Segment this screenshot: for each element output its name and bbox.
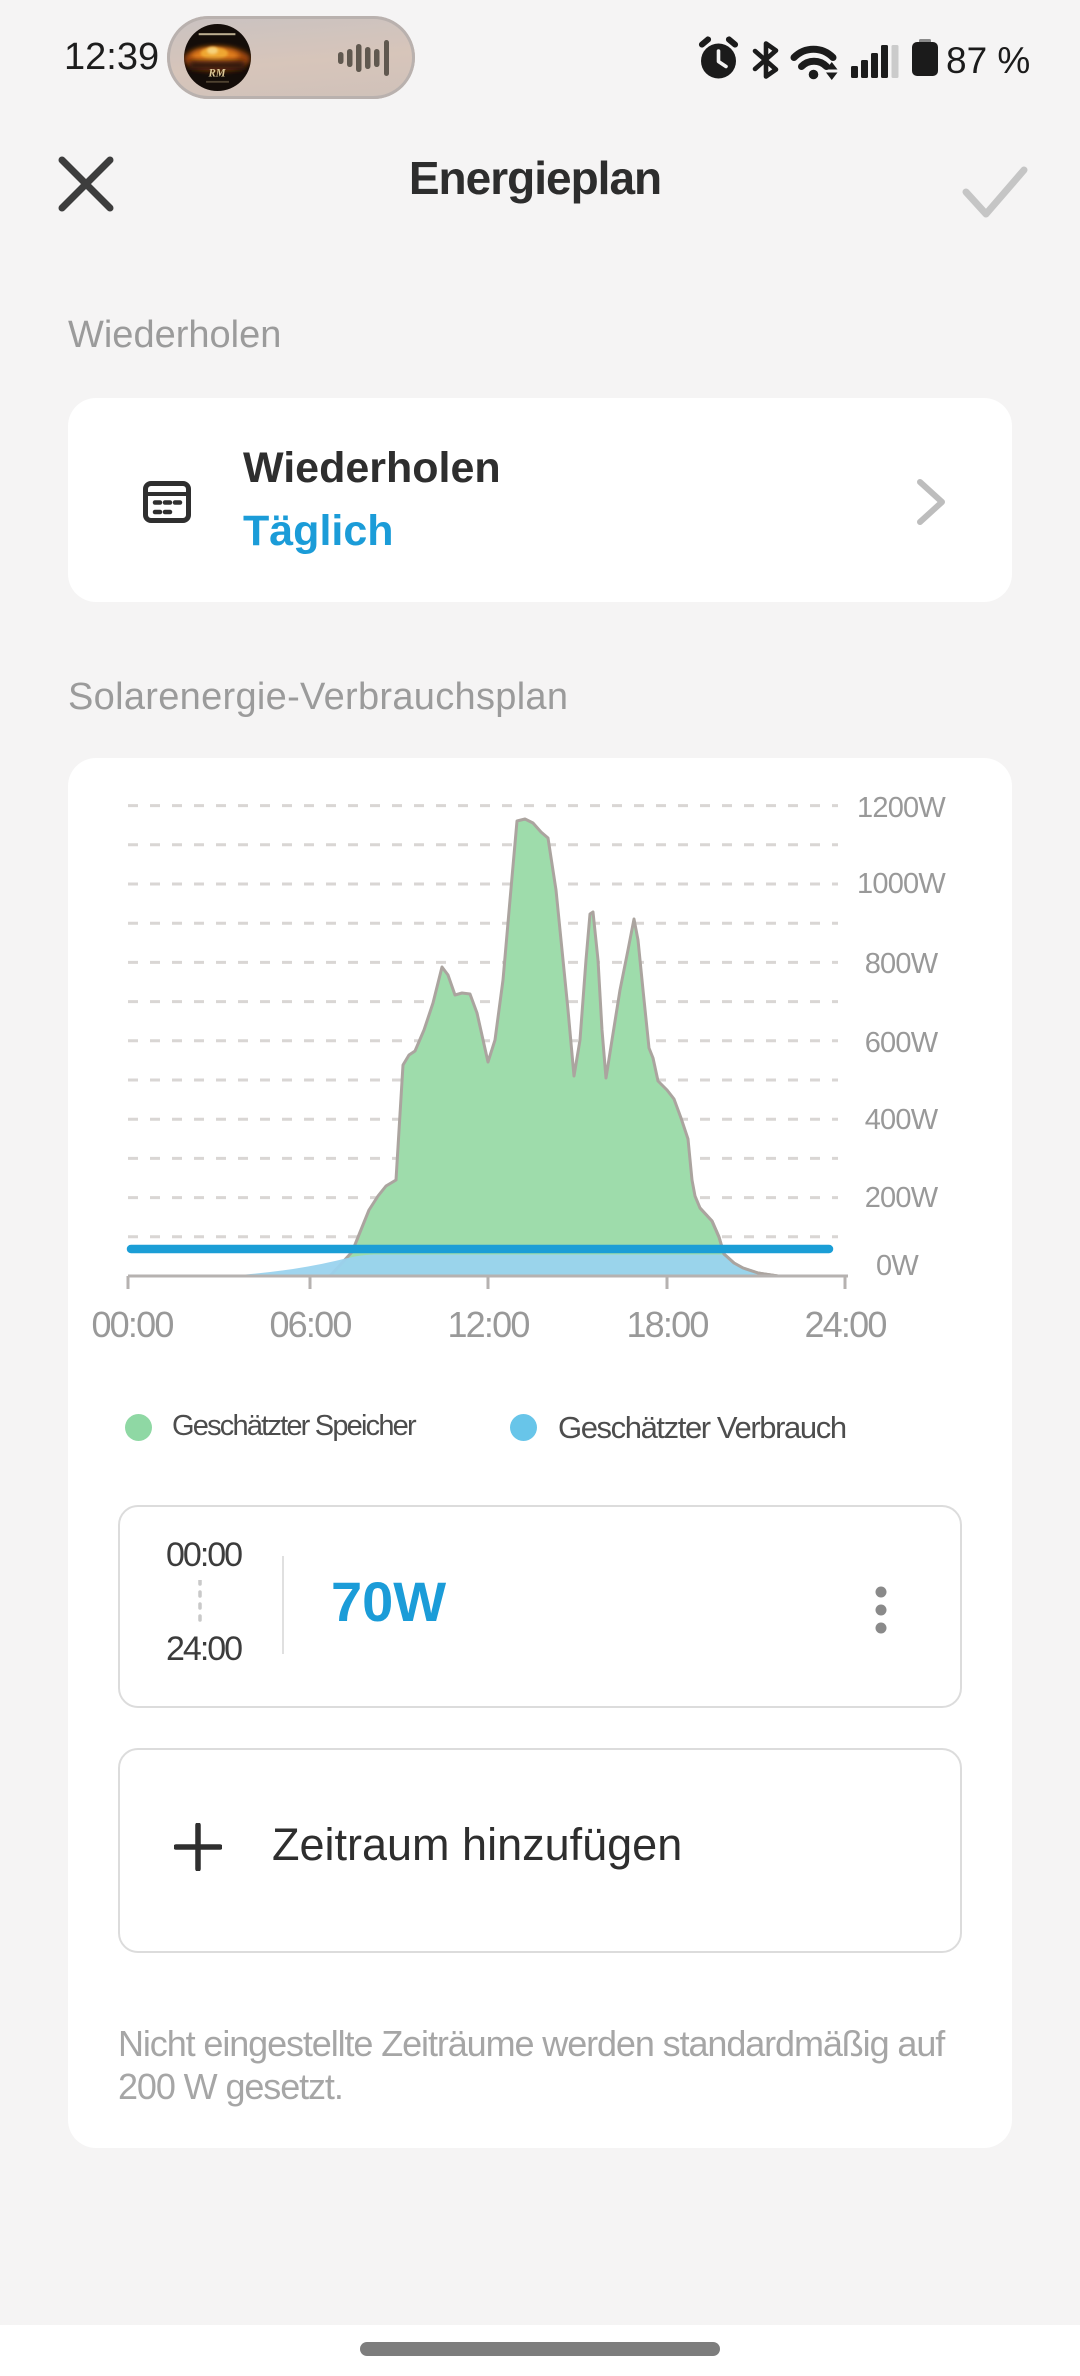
- svg-text:800W: 800W: [865, 948, 939, 980]
- svg-text:200W: 200W: [865, 1182, 939, 1214]
- svg-text:0W: 0W: [876, 1250, 919, 1282]
- svg-text:87 %: 87 %: [946, 40, 1030, 81]
- svg-text:400W: 400W: [865, 1104, 939, 1136]
- svg-text:600W: 600W: [865, 1027, 939, 1059]
- svg-text:12:00: 12:00: [447, 1304, 529, 1345]
- svg-text:1000W: 1000W: [857, 868, 946, 900]
- svg-text:06:00: 06:00: [269, 1304, 351, 1345]
- svg-text:00:00: 00:00: [91, 1304, 173, 1345]
- svg-text:1200W: 1200W: [857, 792, 946, 824]
- svg-text:18:00: 18:00: [626, 1304, 708, 1345]
- svg-text:24:00: 24:00: [804, 1304, 886, 1345]
- svg-text:RM: RM: [207, 67, 226, 79]
